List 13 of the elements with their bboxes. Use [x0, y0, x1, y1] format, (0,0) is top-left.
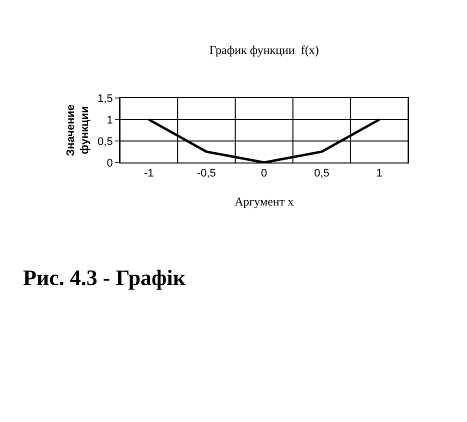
x-axis-title: Аргумент x [234, 194, 294, 209]
x-tick-label: 0,5 [314, 168, 330, 180]
y-tick-label: 1,5 [98, 92, 113, 105]
y-axis-title: Значение функции [64, 104, 92, 156]
x-tick-label: -1 [144, 168, 154, 180]
x-tick-label: 1 [376, 168, 382, 180]
chart-title: График функции f(x) [209, 43, 319, 58]
x-tick-label: 0 [261, 168, 268, 180]
y-tick-label: 0 [106, 157, 113, 170]
text: Рис. 4.3 - Графік [23, 265, 186, 290]
y-tick-label: 0,5 [98, 136, 113, 148]
x-tick-label: -0,5 [196, 168, 216, 180]
y-tick-label: 1 [106, 114, 113, 126]
